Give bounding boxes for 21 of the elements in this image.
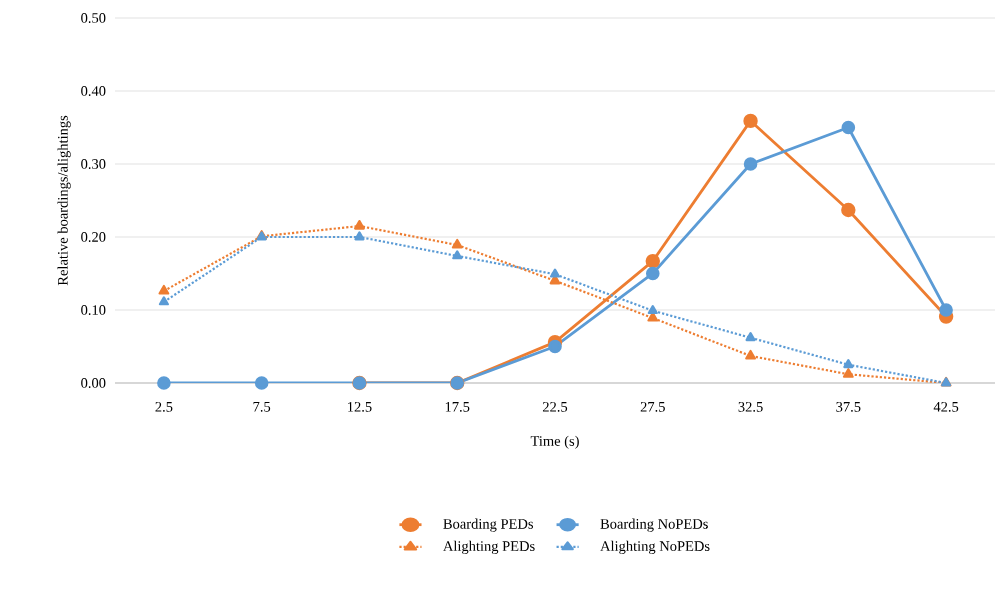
x-tick-label: 17.5 [445,402,470,412]
x-tick-label: 42.5 [933,402,959,412]
x-tick-label: 2.5 [155,402,173,412]
y-tick-label: 0.40 [81,86,106,96]
x-tick-label: 32.5 [738,402,763,412]
legend-label: Boarding NoPEDs [600,518,708,532]
legend-label: Boarding PEDs [443,518,534,532]
y-axis-title: Relative boardings/alightings [57,115,71,286]
y-tick-label: 0.50 [81,13,106,23]
y-tick-label: 0.00 [81,378,106,388]
y-tick-label: 0.20 [81,232,106,242]
y-tick-label: 0.10 [81,305,106,315]
x-tick-label: 22.5 [542,402,568,412]
legend-label: Alighting NoPEDs [600,540,710,554]
x-tick-label: 37.5 [836,402,861,412]
x-axis-title: Time (s) [530,435,579,449]
y-tick-label: 0.30 [81,159,106,169]
x-tick-label: 27.5 [640,402,665,412]
x-tick-label: 12.5 [348,402,372,412]
legend-label: Alighting PEDs [443,540,535,554]
x-tick-label: 7.5 [253,402,271,412]
